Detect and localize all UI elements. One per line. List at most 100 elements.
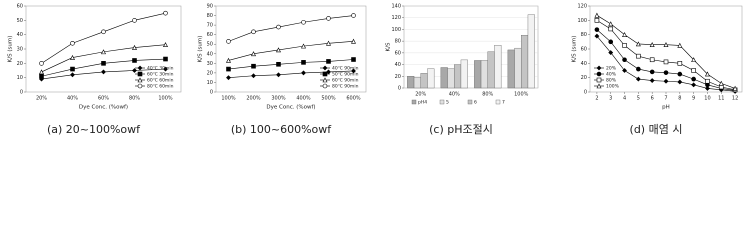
marker: [276, 47, 281, 53]
x-tick-label: 5: [637, 96, 640, 102]
y-tick-label: 40: [581, 61, 587, 67]
marker: [70, 66, 75, 72]
y-tick-label: 80: [207, 13, 213, 19]
marker: [137, 71, 143, 77]
marker: [636, 53, 641, 59]
x-tick-label: 20%: [415, 92, 426, 98]
marker: [608, 26, 614, 32]
x-tick-label: 20%: [36, 96, 47, 102]
bar: [440, 67, 448, 89]
y-axis-title: K/S: [386, 42, 392, 51]
marker: [622, 43, 627, 48]
marker: [677, 79, 683, 85]
marker: [163, 10, 168, 16]
marker: [251, 73, 256, 79]
marker: [663, 78, 669, 84]
y-tick-label: 0: [210, 90, 213, 96]
marker: [101, 69, 106, 75]
marker: [594, 12, 600, 18]
marker: [70, 54, 75, 60]
marker: [39, 61, 44, 66]
y-tick-label: 80: [395, 39, 401, 45]
marker: [276, 72, 281, 78]
y-tick-label: 10: [207, 80, 213, 86]
y-tick-label: 0: [20, 90, 23, 96]
y-tick-label: 20: [395, 74, 401, 80]
marker: [163, 56, 168, 62]
y-axis-title: K/S (sum): [8, 36, 14, 63]
marker: [635, 76, 641, 82]
marker: [663, 70, 669, 75]
marker: [691, 68, 696, 73]
legend-swatch: [411, 99, 417, 105]
marker: [70, 72, 75, 78]
marker: [596, 83, 602, 89]
bar: [447, 68, 455, 89]
marker: [132, 58, 137, 63]
legend-label: 80℃ 90min: [332, 84, 359, 90]
bar: [494, 45, 502, 89]
bar: [487, 51, 495, 89]
marker: [596, 65, 602, 71]
bar: [454, 64, 462, 89]
marker: [594, 33, 600, 39]
series-line: [228, 15, 354, 42]
marker: [137, 83, 143, 89]
x-tick-label: 2: [595, 96, 598, 102]
marker: [622, 68, 627, 73]
x-tick-label: 80%: [129, 96, 140, 102]
marker: [301, 43, 306, 49]
y-tick-label: 0: [398, 86, 401, 92]
marker: [704, 71, 710, 77]
legend-label: 20%: [606, 66, 617, 72]
y-tick-label: 30: [17, 47, 23, 53]
marker: [322, 83, 328, 89]
x-tick-label: 500%: [321, 96, 336, 102]
x-tick-label: 10: [704, 96, 710, 102]
marker: [226, 39, 231, 44]
series-line: [228, 59, 354, 70]
marker: [677, 61, 683, 66]
legend-swatch: [439, 99, 445, 105]
y-tick-label: 50: [207, 42, 213, 48]
y-tick-label: 40: [207, 51, 213, 57]
marker: [301, 19, 306, 25]
legend-label: 60℃ 60min: [147, 78, 174, 84]
marker: [251, 29, 256, 35]
marker: [608, 21, 614, 27]
marker: [691, 76, 696, 82]
y-tick-label: 120: [391, 15, 401, 21]
caption: (d) 매염 시: [630, 123, 683, 136]
bar: [514, 47, 522, 89]
legend-label: 80℃ 60min: [147, 84, 174, 90]
x-tick-label: 200%: [246, 96, 261, 102]
y-tick-label: 120: [577, 4, 587, 10]
x-tick-label: 600%: [346, 96, 361, 102]
legend-label: 60℃ 90min: [332, 78, 359, 84]
legend-label: 7: [502, 100, 505, 106]
legend-label: 50℃ 90min: [332, 72, 359, 78]
marker: [663, 42, 669, 47]
marker: [251, 63, 256, 69]
y-tick-label: 70: [207, 23, 213, 29]
x-tick-label: 12: [732, 96, 738, 102]
marker: [226, 75, 231, 81]
marker: [322, 77, 328, 83]
marker: [596, 71, 602, 77]
y-tick-label: 80: [581, 32, 587, 38]
legend-swatch: [495, 99, 501, 105]
x-tick-label: 100%: [158, 96, 173, 102]
y-tick-label: 60: [395, 50, 401, 56]
marker: [691, 82, 697, 88]
x-axis-title: Dye Conc. (%owf): [266, 105, 315, 111]
x-tick-label: 80%: [482, 92, 493, 98]
marker: [226, 57, 231, 63]
bar: [480, 60, 488, 89]
legend-label: pH4: [418, 100, 427, 106]
marker: [326, 16, 331, 21]
bar: [521, 35, 529, 89]
x-tick-label: 11: [718, 96, 724, 102]
y-tick-label: 100: [577, 18, 587, 24]
legend-label: 6: [474, 100, 477, 106]
